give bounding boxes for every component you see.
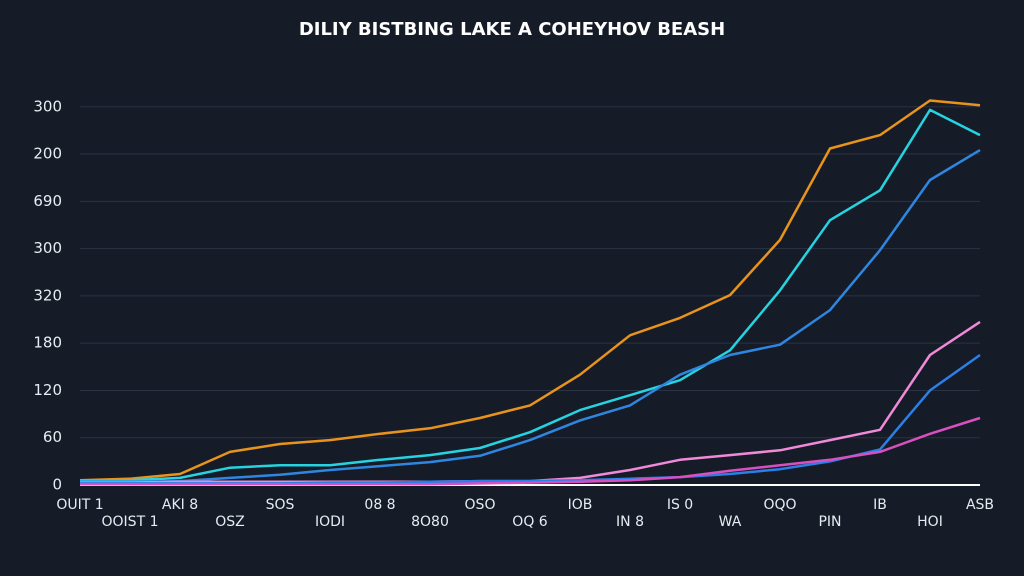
line-series (79, 99, 981, 482)
x-tick-label: OQ 6 (512, 514, 547, 530)
x-tick-label: OOIST 1 (102, 514, 159, 530)
line-series (80, 416, 981, 486)
y-tick-label: 120 (33, 381, 62, 399)
x-tick-label: OSO (465, 497, 496, 513)
x-tick-label: OSZ (215, 514, 245, 530)
chart-title: DILIY BISTBING LAKE A COHEYHOV BEASH (299, 19, 725, 40)
y-tick-label: 0 (52, 476, 62, 494)
line-series (80, 353, 981, 485)
x-tick-label: SOS (266, 497, 295, 513)
y-tick-label: 60 (43, 428, 62, 446)
x-tick-label: OUIT 1 (56, 497, 103, 513)
y-tick-label: 690 (33, 192, 62, 210)
x-tick-label: PIN (818, 514, 841, 530)
x-tick-label: 08 8 (364, 497, 395, 513)
x-tick-label: IB (873, 497, 887, 513)
y-tick-label: 300 (33, 239, 62, 257)
line-series (79, 108, 981, 483)
y-tick-label: 300 (33, 97, 62, 115)
x-tick-label: IODI (315, 514, 345, 530)
x-tick-label: IOB (568, 497, 593, 513)
y-tick-label: 320 (33, 286, 62, 304)
line-series (80, 149, 981, 484)
x-tick-label: IN 8 (616, 514, 644, 530)
x-tick-label: HOI (917, 514, 943, 530)
x-tick-label: 8O80 (411, 514, 449, 530)
y-tick-label: 200 (33, 145, 62, 163)
x-tick-label: ASB (966, 497, 994, 513)
x-tick-label: OQO (763, 497, 796, 513)
x-tick-label: IS 0 (667, 497, 693, 513)
x-tick-label: WA (719, 514, 742, 530)
y-tick-label: 180 (33, 334, 62, 352)
x-tick-label: AKI 8 (162, 497, 198, 513)
